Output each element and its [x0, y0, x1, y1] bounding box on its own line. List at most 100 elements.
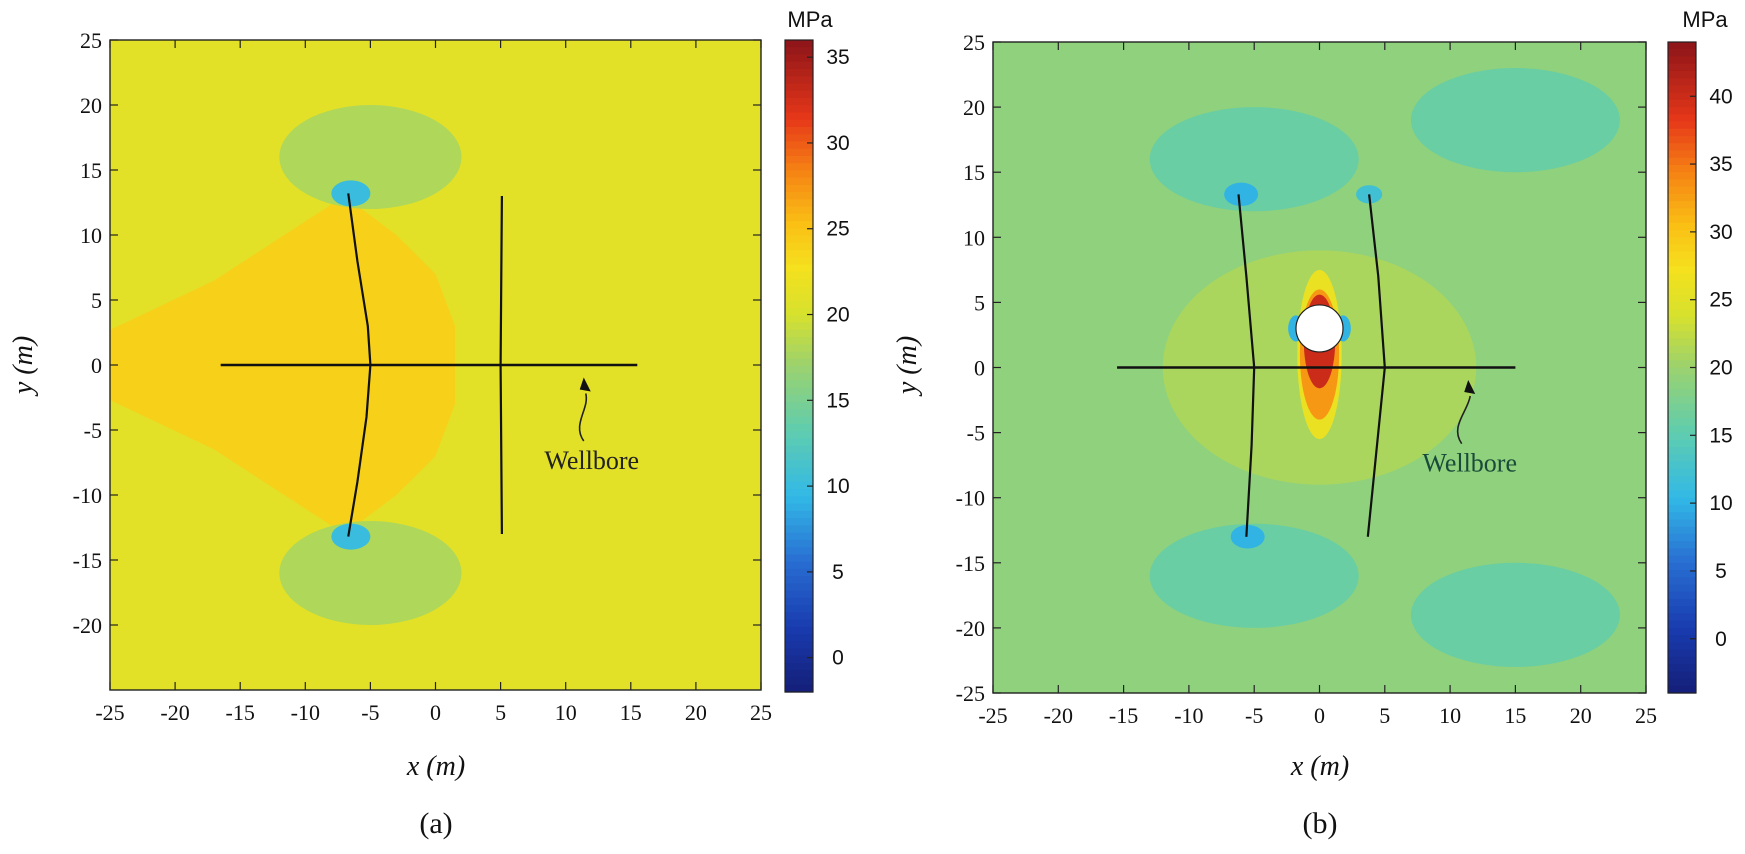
colorbar-segment	[1668, 266, 1696, 275]
colorbar-segment	[785, 597, 813, 606]
colorbar-segment	[785, 561, 813, 570]
colorbar-segment	[1668, 273, 1696, 282]
y-tick-label: -10	[73, 483, 102, 508]
colorbar-ticks-b: 0 5 10 15 20 25 30 35 40	[1690, 85, 1733, 651]
colorbar-segment	[785, 626, 813, 635]
x-axis-label-b: x (m)	[1290, 751, 1349, 782]
colorbar-segment	[785, 510, 813, 519]
colorbar-segment	[785, 242, 813, 251]
colorbar-segment	[1668, 150, 1696, 159]
x-tick-label: -25	[978, 703, 1007, 728]
panel-label-a: (a)	[419, 807, 452, 840]
y-tick-label: 5	[91, 288, 102, 313]
colorbar-segment	[1668, 99, 1696, 108]
colorbar-segment	[785, 684, 813, 693]
x-tick-label: -5	[361, 700, 379, 725]
colorbar-segment	[785, 213, 813, 222]
colorbar-segment	[785, 141, 813, 150]
y-tick-label: 0	[974, 356, 985, 381]
x-ticks-a: -25 -20 -15 -10 -5 0 5 10 15 20 25	[95, 40, 772, 725]
colorbar-segment	[785, 590, 813, 599]
colorbar-segment	[785, 68, 813, 77]
x-tick-label: 15	[620, 700, 642, 725]
colorbar-segment	[785, 344, 813, 353]
low-stress-lobe-region	[1149, 107, 1359, 212]
low-stress-lobe-region	[279, 105, 462, 209]
colorbar-segment	[1668, 606, 1696, 615]
colorbar-segment	[785, 293, 813, 302]
y-ticks-a: -20 -15 -10 -5 0 5 10 15 20 25	[73, 28, 761, 638]
colorbar-segment	[785, 235, 813, 244]
colorbar-segment	[1668, 63, 1696, 72]
colorbar-segment	[785, 576, 813, 584]
colorbar-segment	[785, 518, 813, 526]
colorbar-tick-label: 5	[832, 561, 844, 584]
colorbar-segment	[1668, 555, 1696, 564]
colorbar-segment	[1668, 627, 1696, 636]
x-tick-label: 20	[1570, 703, 1592, 728]
colorbar-segment	[785, 366, 813, 374]
colorbar-segment	[1668, 418, 1696, 426]
colorbar-segment	[1668, 512, 1696, 520]
tip-concentration-region	[331, 180, 371, 207]
colorbar-segment	[1668, 396, 1696, 405]
colorbar-segment	[785, 452, 813, 461]
stress-field-b	[1149, 68, 1620, 667]
colorbar-segment	[1668, 309, 1696, 318]
colorbar-segment	[785, 192, 813, 200]
colorbar-segment	[1668, 237, 1696, 246]
y-tick-label: 15	[963, 160, 985, 185]
colorbar-segment	[785, 568, 813, 577]
colorbar-tick-label: 40	[1709, 85, 1732, 108]
colorbar-segment	[785, 503, 813, 512]
colorbar-segment	[1668, 447, 1696, 455]
colorbar-b	[1667, 41, 1697, 694]
wellbore-hole	[1295, 304, 1344, 353]
colorbar-segment	[1668, 128, 1696, 137]
y-tick-label: 20	[80, 93, 102, 118]
colorbar-segment	[785, 83, 813, 92]
colorbar-segment	[785, 257, 813, 266]
wellbore-annotation: Wellbore	[544, 446, 639, 475]
colorbar-segment	[785, 47, 813, 56]
colorbar-segment	[785, 155, 813, 164]
colorbar-segment	[785, 539, 813, 548]
colorbar-tick-label: 25	[826, 218, 849, 241]
colorbar-tick-label: 20	[826, 304, 849, 327]
y-ticks-b: -25 -20 -15 -10 -5 0 5 10 15 20 25	[956, 30, 1646, 706]
colorbar-tick-label: 30	[826, 132, 849, 155]
colorbar-segment	[1668, 78, 1696, 86]
colorbar-segment	[1668, 656, 1696, 665]
tip-concentration-region	[1224, 182, 1259, 207]
colorbar-segment	[1668, 259, 1696, 267]
colorbar-segment	[785, 409, 813, 418]
colorbar-tick-label: 35	[1709, 153, 1732, 176]
colorbar-segment	[785, 474, 813, 483]
colorbar-segment	[785, 648, 813, 657]
colorbar-segment	[1668, 338, 1696, 347]
colorbar-segment	[785, 481, 813, 490]
colorbar-segment	[785, 394, 813, 403]
colorbar-segment	[785, 228, 813, 237]
y-tick-label: -15	[956, 551, 985, 576]
colorbar-segment	[1668, 519, 1696, 528]
colorbar-segment	[1668, 374, 1696, 383]
colorbar-segment	[1668, 280, 1696, 289]
colorbar-segment	[785, 300, 813, 309]
y-tick-label: 0	[91, 353, 102, 378]
x-tick-label: -10	[1174, 703, 1203, 728]
colorbar-segment	[1668, 244, 1696, 253]
colorbar-tick-label: 10	[1709, 492, 1732, 515]
colorbar-segment	[1668, 49, 1696, 58]
colorbar-segment	[1668, 598, 1696, 607]
x-tick-label: 5	[1379, 703, 1390, 728]
colorbar-segment	[1668, 548, 1696, 557]
colorbar-segment	[785, 380, 813, 389]
colorbar-segment	[785, 402, 813, 411]
colorbar-segment	[785, 583, 813, 592]
x-tick-label: 5	[495, 700, 506, 725]
colorbar-segment	[1668, 287, 1696, 296]
colorbar-segment	[785, 445, 813, 454]
colorbar-segment	[1668, 157, 1696, 166]
